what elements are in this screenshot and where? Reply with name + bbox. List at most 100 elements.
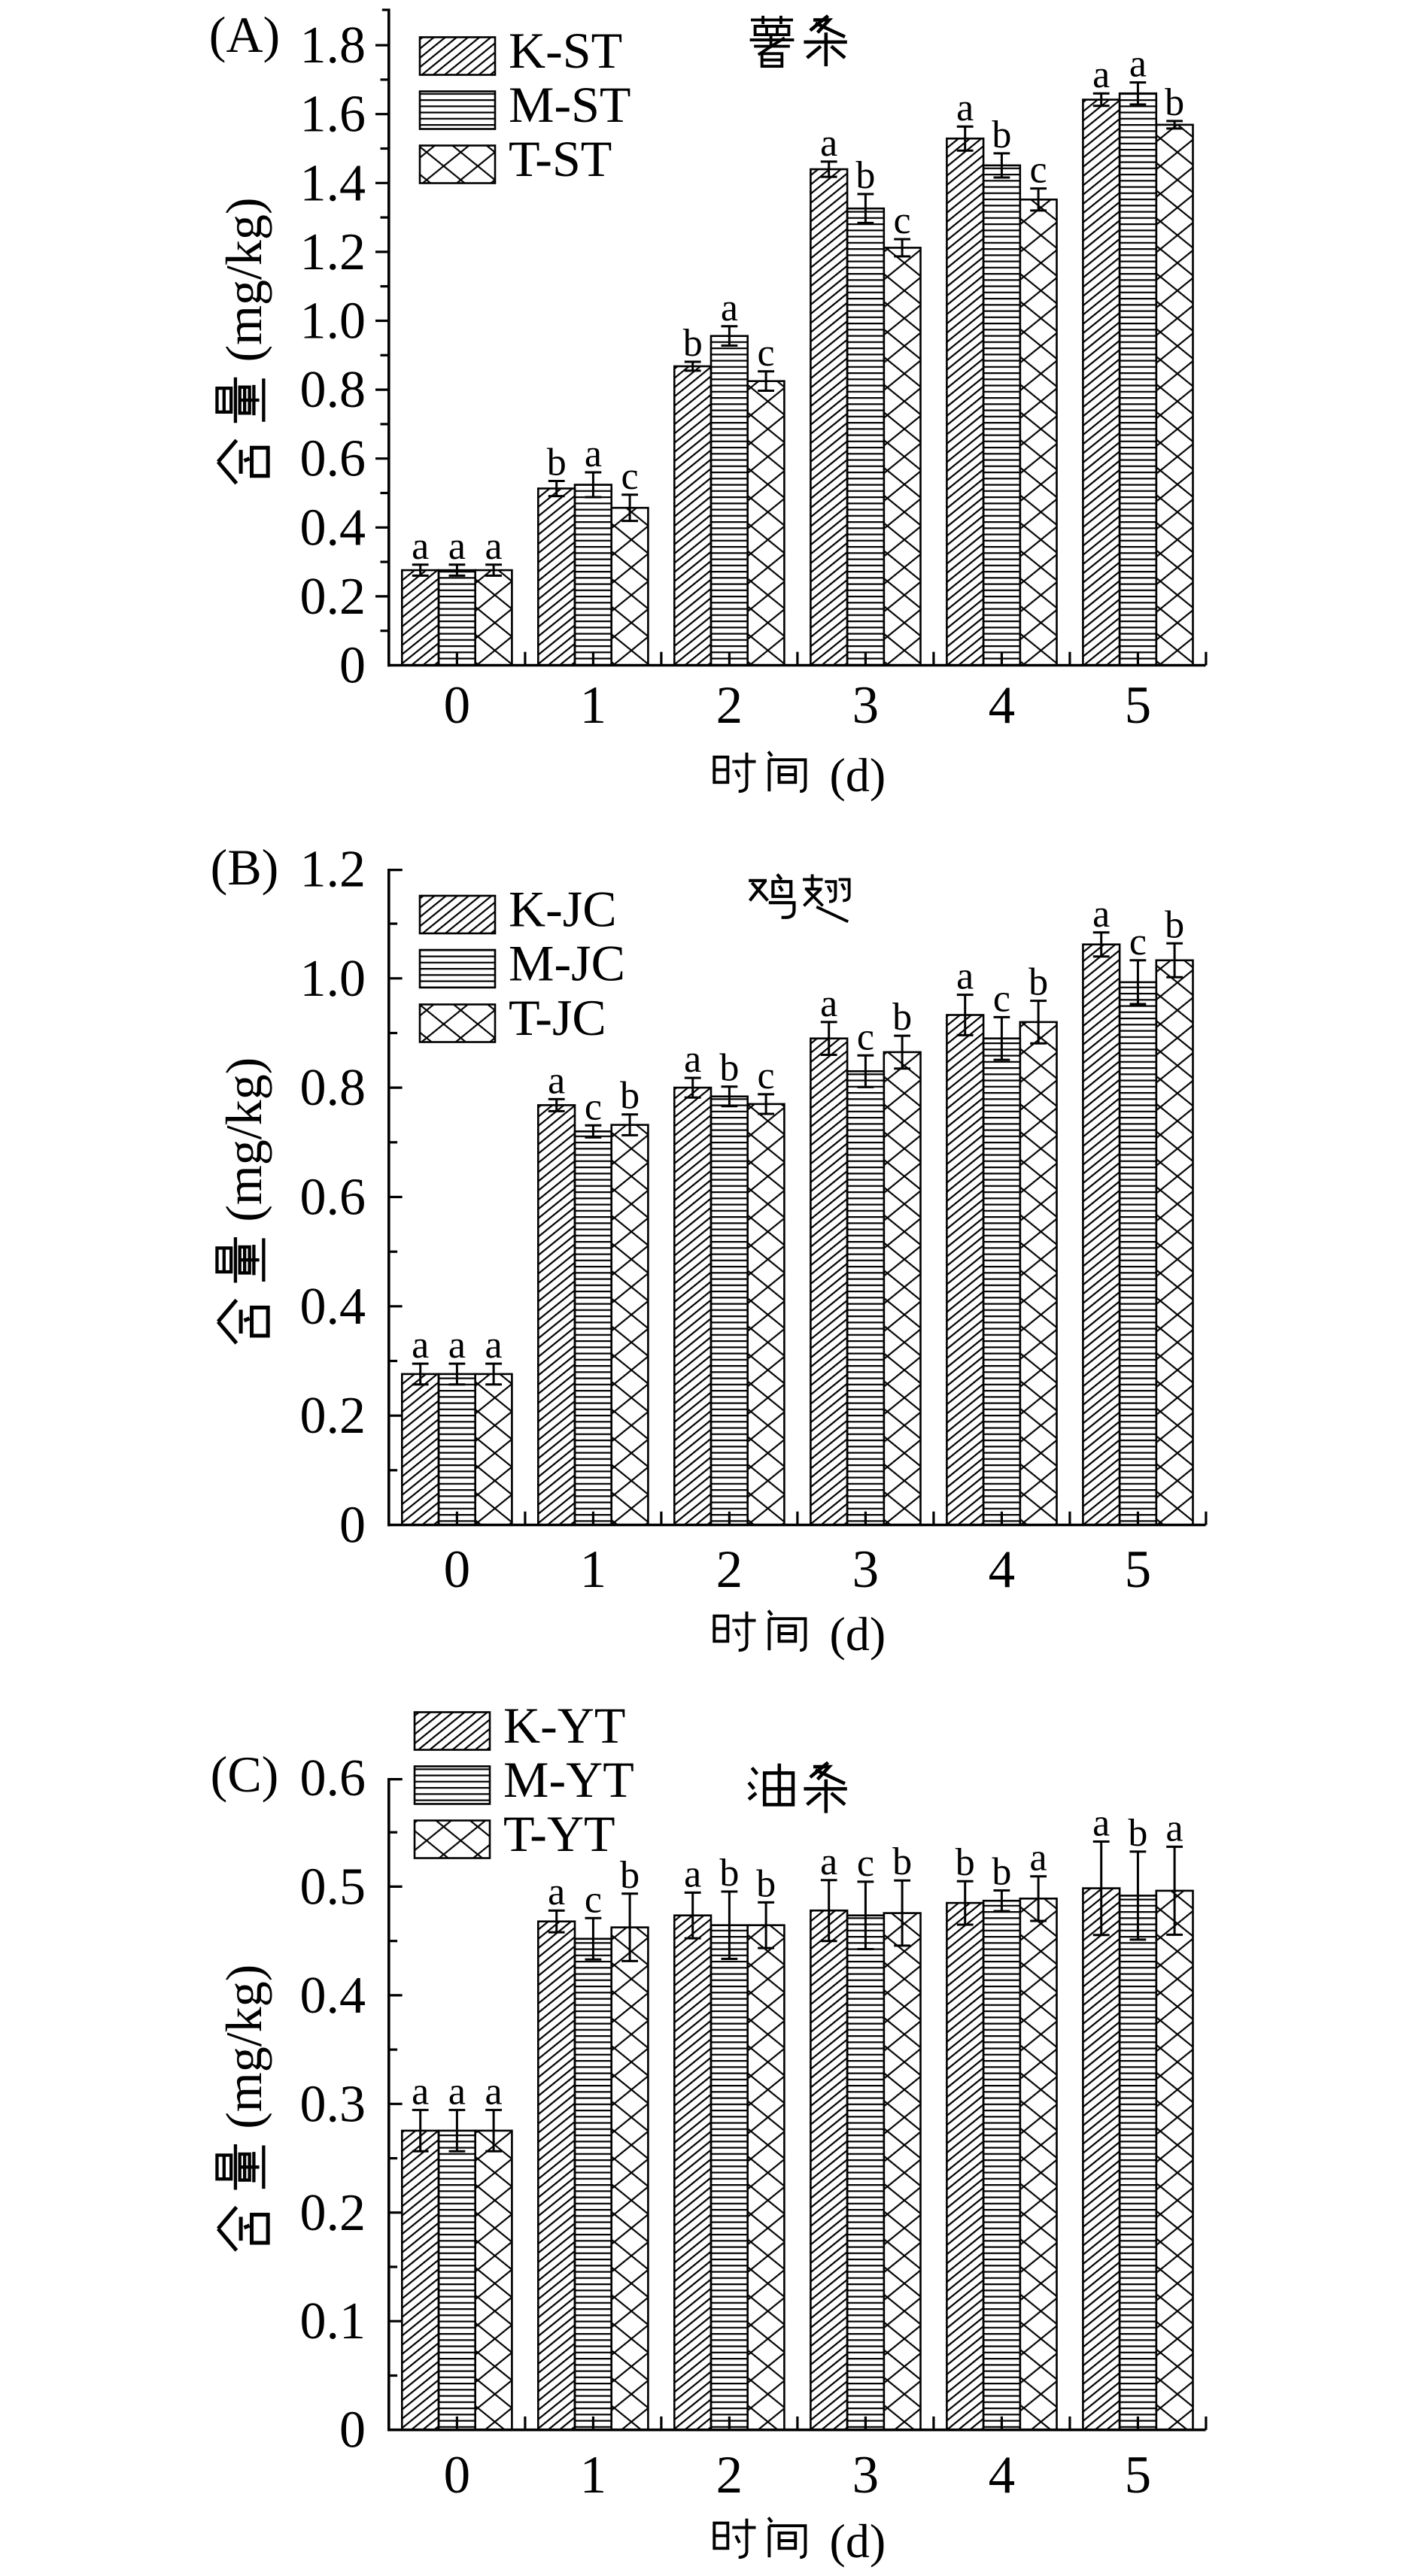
svg-text:4: 4 bbox=[989, 2446, 1016, 2505]
svg-text:K-YT: K-YT bbox=[503, 1697, 625, 1754]
svg-text:0.8: 0.8 bbox=[300, 361, 366, 419]
svg-text:0.5: 0.5 bbox=[300, 1858, 366, 1916]
svg-text:a: a bbox=[412, 525, 429, 568]
svg-text:4: 4 bbox=[989, 1540, 1016, 1599]
svg-text:a: a bbox=[1092, 53, 1110, 96]
svg-text:T-YT: T-YT bbox=[503, 1805, 615, 1862]
svg-text:b: b bbox=[892, 996, 912, 1039]
svg-text:a: a bbox=[585, 432, 602, 475]
svg-text:M-JC: M-JC bbox=[509, 935, 625, 992]
svg-text:a: a bbox=[1166, 1807, 1183, 1849]
svg-text:2: 2 bbox=[716, 1540, 743, 1599]
svg-text:3: 3 bbox=[852, 2446, 880, 2505]
svg-text:b: b bbox=[620, 1854, 640, 1897]
svg-text:5: 5 bbox=[1125, 2446, 1152, 2505]
svg-text:b: b bbox=[1128, 1812, 1147, 1855]
svg-text:c: c bbox=[585, 1878, 602, 1921]
svg-text:(mg/kg): (mg/kg) bbox=[215, 1057, 272, 1222]
svg-text:K-JC: K-JC bbox=[509, 881, 617, 938]
svg-text:c: c bbox=[993, 977, 1010, 1020]
svg-text:a: a bbox=[956, 955, 974, 998]
svg-text:1: 1 bbox=[580, 2446, 607, 2505]
svg-text:a: a bbox=[684, 1852, 701, 1895]
svg-text:c: c bbox=[1129, 921, 1147, 963]
svg-text:0.4: 0.4 bbox=[300, 499, 366, 557]
svg-text:a: a bbox=[548, 1871, 565, 1913]
svg-text:0.6: 0.6 bbox=[300, 430, 366, 488]
svg-text:c: c bbox=[585, 1085, 602, 1128]
svg-text:a: a bbox=[548, 1059, 565, 1102]
svg-text:b: b bbox=[956, 1841, 975, 1884]
svg-text:a: a bbox=[1129, 43, 1147, 86]
svg-text:(d): (d) bbox=[830, 2514, 886, 2568]
svg-text:a: a bbox=[448, 1324, 466, 1367]
svg-text:a: a bbox=[956, 86, 974, 129]
svg-text:1: 1 bbox=[580, 1540, 607, 1599]
svg-text:K-ST: K-ST bbox=[509, 22, 622, 79]
svg-text:a: a bbox=[485, 2070, 503, 2113]
svg-text:2: 2 bbox=[716, 2446, 743, 2505]
svg-text:a: a bbox=[412, 1324, 429, 1367]
svg-text:5: 5 bbox=[1125, 676, 1152, 735]
svg-text:a: a bbox=[448, 2070, 466, 2113]
svg-text:b: b bbox=[1029, 961, 1048, 1004]
svg-text:0.6: 0.6 bbox=[300, 1749, 366, 1807]
svg-text:0: 0 bbox=[444, 1540, 471, 1599]
svg-text:a: a bbox=[820, 982, 837, 1025]
svg-text:0.2: 0.2 bbox=[300, 2184, 366, 2242]
svg-text:a: a bbox=[721, 287, 738, 329]
svg-text:b: b bbox=[1165, 81, 1184, 124]
svg-text:1.8: 1.8 bbox=[300, 17, 366, 74]
svg-text:c: c bbox=[894, 199, 911, 242]
svg-text:a: a bbox=[1030, 1837, 1047, 1880]
svg-text:b: b bbox=[892, 1840, 912, 1883]
svg-text:c: c bbox=[857, 1015, 874, 1058]
svg-text:(A): (A) bbox=[209, 6, 280, 63]
svg-text:0.2: 0.2 bbox=[300, 568, 366, 626]
svg-text:0: 0 bbox=[339, 2402, 366, 2459]
svg-text:M-ST: M-ST bbox=[509, 76, 630, 133]
svg-text:0.8: 0.8 bbox=[300, 1059, 366, 1117]
svg-text:0.3: 0.3 bbox=[300, 2075, 366, 2133]
svg-text:1.2: 1.2 bbox=[300, 223, 366, 281]
svg-text:a: a bbox=[820, 122, 837, 165]
svg-text:0.2: 0.2 bbox=[300, 1387, 366, 1445]
svg-text:0: 0 bbox=[339, 1497, 366, 1555]
svg-text:(mg/kg): (mg/kg) bbox=[215, 197, 272, 362]
svg-text:a: a bbox=[820, 1840, 837, 1883]
svg-text:a: a bbox=[1092, 893, 1110, 936]
svg-text:1.2: 1.2 bbox=[300, 841, 366, 899]
svg-text:a: a bbox=[684, 1038, 701, 1081]
svg-text:(d): (d) bbox=[830, 1607, 886, 1661]
svg-text:(B): (B) bbox=[211, 839, 279, 896]
svg-text:b: b bbox=[719, 1852, 739, 1895]
svg-text:1: 1 bbox=[580, 676, 607, 735]
svg-text:0: 0 bbox=[444, 676, 471, 735]
svg-text:T-JC: T-JC bbox=[509, 989, 606, 1046]
svg-text:1.0: 1.0 bbox=[300, 950, 366, 1008]
svg-text:a: a bbox=[485, 525, 503, 568]
svg-text:a: a bbox=[448, 525, 466, 568]
svg-text:a: a bbox=[1092, 1802, 1110, 1845]
svg-text:b: b bbox=[683, 322, 703, 365]
svg-text:b: b bbox=[992, 1851, 1011, 1894]
svg-text:0: 0 bbox=[339, 637, 366, 695]
svg-text:b: b bbox=[719, 1047, 739, 1090]
svg-text:0.1: 0.1 bbox=[300, 2292, 366, 2350]
svg-text:0: 0 bbox=[444, 2446, 471, 2505]
svg-text:5: 5 bbox=[1125, 1540, 1152, 1599]
svg-text:0.4: 0.4 bbox=[300, 1278, 366, 1336]
svg-text:a: a bbox=[485, 1324, 503, 1367]
svg-text:3: 3 bbox=[852, 1540, 880, 1599]
svg-text:c: c bbox=[621, 455, 639, 498]
svg-text:1.6: 1.6 bbox=[300, 86, 366, 144]
svg-text:3: 3 bbox=[852, 676, 880, 735]
svg-text:c: c bbox=[1030, 149, 1047, 192]
svg-text:(C): (C) bbox=[211, 1746, 279, 1803]
svg-text:a: a bbox=[412, 2070, 429, 2113]
svg-text:1.0: 1.0 bbox=[300, 293, 366, 350]
svg-text:b: b bbox=[992, 114, 1011, 156]
svg-text:T-ST: T-ST bbox=[509, 130, 612, 187]
svg-text:c: c bbox=[758, 1054, 775, 1097]
svg-text:b: b bbox=[1165, 903, 1184, 946]
